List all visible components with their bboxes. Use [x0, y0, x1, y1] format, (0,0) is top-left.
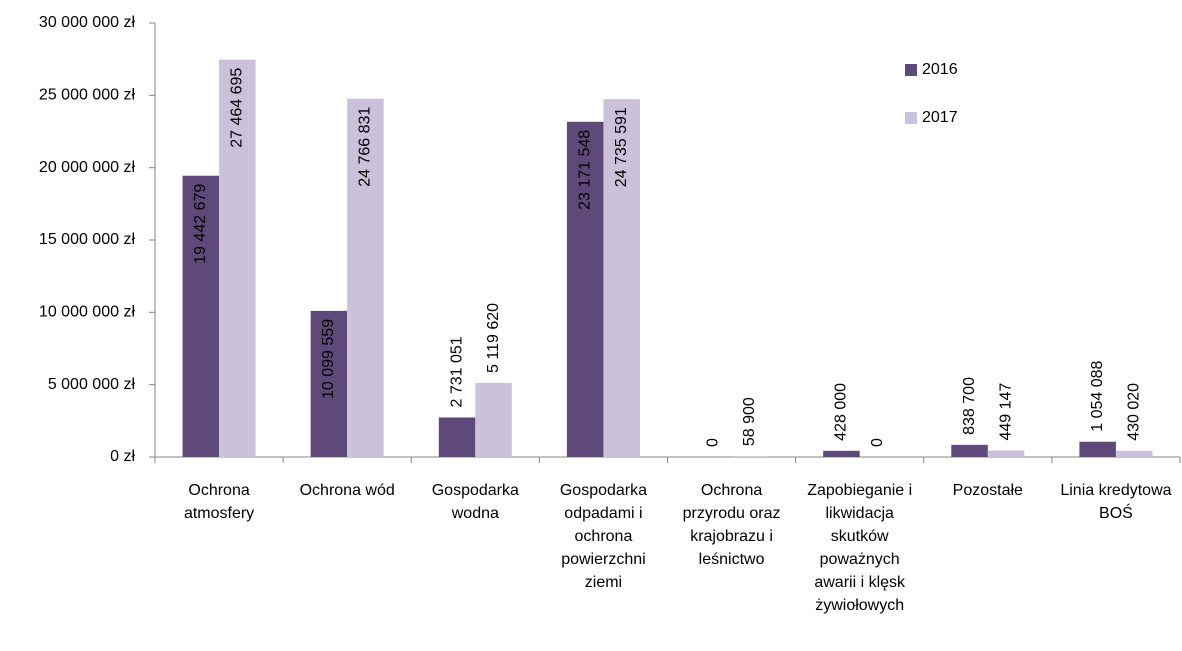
data-label: 838 700: [961, 377, 978, 435]
bar: [475, 382, 512, 457]
data-label: 0: [705, 438, 722, 447]
x-tick-label: Linia kredytowa BOŚ: [1060, 482, 1172, 522]
data-label: 430 020: [1125, 383, 1142, 441]
bar: [310, 310, 348, 457]
data-label: 27 464 695: [229, 68, 246, 148]
data-label: 10 099 559: [320, 319, 337, 399]
data-label: 0: [869, 438, 886, 447]
x-tick-label: Gospodarka odpadami i ochrona powierzchn…: [559, 482, 648, 591]
y-tick-label: 20 000 000 zł: [39, 159, 136, 176]
bar: [347, 98, 384, 457]
bar: [182, 175, 220, 457]
bar: [219, 59, 256, 457]
bar: [1115, 450, 1153, 457]
bar: [603, 99, 640, 457]
data-label: 2 731 051: [448, 336, 465, 407]
bar: [823, 450, 860, 457]
x-tick-label: Ochrona wód: [299, 482, 395, 499]
y-tick-label: 25 000 000 zł: [39, 87, 136, 104]
data-label: 1 054 088: [1089, 360, 1106, 431]
bar: [438, 417, 476, 457]
legend-swatch: [905, 64, 917, 76]
legend-swatch: [905, 112, 917, 124]
bar: [1079, 441, 1116, 457]
x-tick-label: Gospodarka wodna: [431, 482, 519, 522]
x-tick-label: Pozostałe: [952, 482, 1023, 499]
data-label: 449 147: [997, 383, 1014, 441]
bar: [566, 121, 604, 457]
y-tick-label: 5 000 000 zł: [48, 376, 136, 393]
x-tick-label: Zapobieganie i likwidacja skutków poważn…: [807, 482, 913, 614]
data-label: 23 171 548: [576, 130, 593, 210]
data-label: 428 000: [833, 383, 850, 441]
x-tick-label: Ochrona atmosfery: [183, 482, 255, 522]
bar: [951, 444, 988, 457]
y-tick-label: 15 000 000 zł: [39, 231, 136, 248]
bar: [731, 456, 769, 457]
data-label: 58 900: [741, 397, 758, 446]
data-label: 19 442 679: [192, 184, 209, 264]
data-label: 24 766 831: [357, 107, 374, 187]
data-label: 5 119 620: [485, 303, 502, 373]
data-label: 24 735 591: [613, 107, 630, 187]
y-tick-label: 0 zł: [110, 448, 135, 465]
legend-label: 2017: [922, 109, 958, 126]
x-tick-label: Ochrona przyrodu oraz krajobrazu i leśni…: [682, 482, 781, 568]
bar: [987, 450, 1025, 457]
y-tick-label: 10 000 000 zł: [39, 304, 136, 321]
y-tick-label: 30 000 000 zł: [39, 14, 136, 31]
legend-label: 2016: [922, 61, 958, 78]
